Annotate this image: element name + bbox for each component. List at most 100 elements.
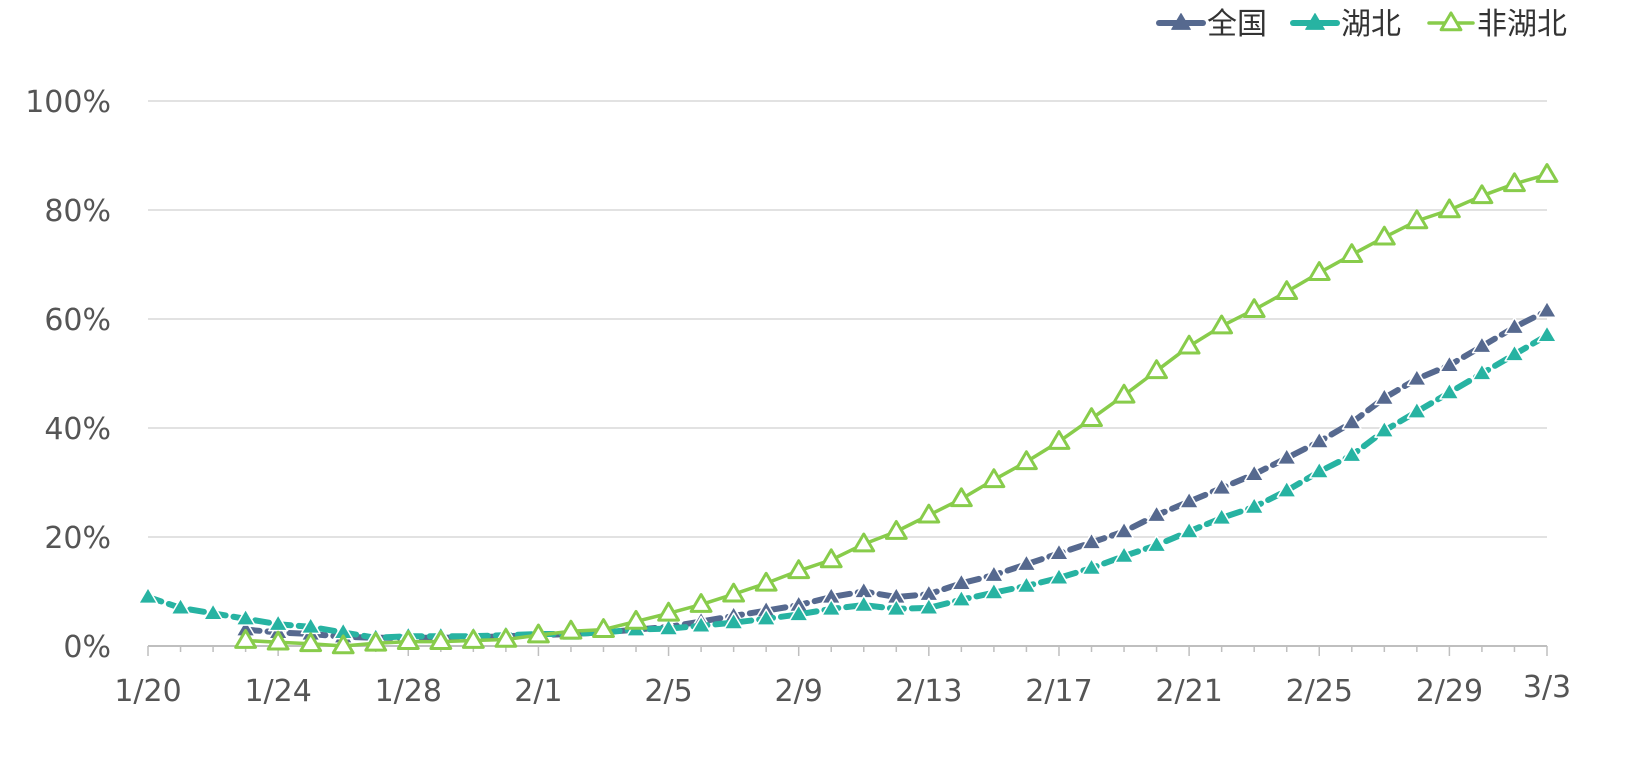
- data-point-non-hubei-2-2: [559, 619, 583, 640]
- data-point-hubei-2-10: [821, 598, 842, 617]
- data-point-hubei-2-17: [1048, 567, 1070, 586]
- data-point-national-2-20: [1146, 504, 1167, 523]
- y-tick-label: 0%: [63, 630, 111, 665]
- data-point-non-hubei-2-21: [1177, 334, 1201, 355]
- legend-label: 全国: [1207, 7, 1267, 42]
- x-tick-label: 1/20: [114, 674, 181, 709]
- data-point-non-hubei-2-8: [754, 571, 778, 592]
- axis-layer: 0% 20% 40% 60% 80% 100% 1/20 1/24 1/28 2/1 2/5 2/9 2…: [25, 85, 1571, 709]
- data-point-non-hubei-1-28: [396, 630, 420, 650]
- x-tick-label: 2/5: [644, 674, 692, 709]
- legend-swatch-marker: [1171, 13, 1191, 30]
- x-tick-label: 1/28: [375, 674, 442, 709]
- data-point-non-hubei-2-14: [949, 487, 973, 508]
- data-point-non-hubei-2-7: [722, 582, 746, 603]
- data-point-non-hubei-2-5: [657, 601, 680, 622]
- data-point-national-2-19: [1113, 521, 1135, 539]
- data-point-non-hubei-3-2: [1503, 172, 1526, 193]
- data-point-non-hubei-2-27: [1372, 225, 1396, 246]
- data-point-hubei-1-23: [235, 608, 256, 626]
- data-point-non-hubei-1-23: [234, 629, 258, 649]
- data-point-national-2-22: [1211, 477, 1232, 496]
- data-point-non-hubei-2-18: [1080, 407, 1103, 428]
- data-point-hubei-1-22: [202, 603, 224, 621]
- data-point-hubei-1-21: [170, 597, 191, 616]
- data-point-hubei-2-5: [658, 618, 679, 636]
- data-point-hubei-2-13: [918, 597, 939, 616]
- series-national: [235, 300, 1558, 646]
- data-point-non-hubei-2-9: [787, 559, 811, 580]
- data-point-hubei-2-7: [723, 612, 744, 630]
- data-point-national-2-24: [1276, 447, 1297, 466]
- data-point-non-hubei-2-29: [1438, 198, 1461, 219]
- data-point-non-hubei-1-29: [429, 630, 453, 650]
- data-point-hubei-1-20: [137, 586, 159, 605]
- data-point-non-hubei-1-30: [461, 629, 485, 649]
- y-tick-label: 100%: [25, 85, 111, 120]
- data-point-non-hubei-2-4: [624, 609, 648, 630]
- data-point-non-hubei-2-28: [1405, 209, 1429, 230]
- data-point-hubei-2-18: [1081, 557, 1102, 576]
- data-point-national-2-21: [1179, 491, 1200, 509]
- x-tick-label: 2/9: [775, 674, 823, 709]
- data-point-non-hubei-2-13: [917, 503, 941, 524]
- data-point-non-hubei-2-15: [982, 468, 1006, 489]
- data-point-non-hubei-1-25: [299, 632, 323, 653]
- data-point-non-hubei-1-24: [266, 630, 290, 651]
- data-point-hubei-2-9: [788, 604, 809, 622]
- data-point-non-hubei-2-1: [527, 623, 550, 644]
- data-point-national-2-25: [1309, 431, 1330, 449]
- legend: 全国 湖北 非湖北: [1156, 7, 1567, 42]
- data-point-non-hubei-2-17: [1047, 430, 1071, 450]
- data-point-national-2-29: [1439, 355, 1460, 373]
- data-point-hubei-3-2: [1504, 344, 1525, 362]
- data-point-hubei-1-24: [268, 613, 289, 632]
- data-point-hubei-2-19: [1113, 545, 1135, 564]
- data-point-non-hubei-2-10: [819, 548, 843, 569]
- data-point-non-hubei-2-24: [1275, 280, 1299, 301]
- data-point-hubei-2-16: [1016, 575, 1037, 594]
- data-point-national-2-28: [1406, 368, 1427, 387]
- data-point-national-2-17: [1048, 543, 1070, 561]
- data-point-non-hubei-2-11: [852, 532, 876, 553]
- data-point-hubei-3-1: [1471, 363, 1493, 381]
- data-point-hubei-2-28: [1406, 401, 1427, 419]
- series-non-hubei: [234, 163, 1559, 655]
- data-point-hubei-2-14: [951, 589, 972, 607]
- data-point-non-hubei-2-20: [1145, 359, 1168, 380]
- legend-label: 非湖北: [1477, 7, 1567, 42]
- x-tick-label: 1/24: [244, 674, 311, 709]
- data-point-hubei-2-27: [1374, 420, 1395, 438]
- data-point-non-hubei-2-23: [1242, 298, 1266, 319]
- y-tick-label: 60%: [44, 303, 111, 338]
- data-point-non-hubei-2-3: [592, 618, 615, 638]
- x-tick-label: 2/17: [1025, 674, 1092, 709]
- series-layer: [137, 163, 1559, 655]
- data-point-national-2-18: [1081, 532, 1102, 550]
- y-tick-label: 20%: [44, 521, 111, 556]
- legend-swatch-marker: [1305, 13, 1325, 30]
- legend-swatch-marker: [1439, 11, 1463, 32]
- data-point-hubei-2-21: [1179, 521, 1200, 539]
- data-point-hubei-2-25: [1309, 461, 1330, 479]
- data-point-hubei-2-12: [886, 598, 907, 617]
- data-point-hubei-2-22: [1211, 507, 1232, 526]
- data-point-hubei-2-29: [1439, 382, 1460, 400]
- x-tick-label: 2/13: [895, 674, 962, 709]
- grid-layer: [148, 100, 1547, 538]
- data-point-national-3-1: [1471, 336, 1493, 354]
- legend-item-national: 全国: [1156, 7, 1267, 42]
- legend-item-non-hubei: 非湖北: [1427, 7, 1567, 42]
- data-point-national-3-3: [1536, 300, 1558, 319]
- x-tick-label: 2/25: [1286, 674, 1353, 709]
- data-point-national-2-26: [1341, 412, 1362, 430]
- data-point-non-hubei-3-1: [1470, 184, 1494, 205]
- data-point-non-hubei-2-26: [1340, 243, 1364, 263]
- data-point-hubei-2-24: [1276, 480, 1297, 498]
- data-point-national-3-2: [1504, 316, 1525, 335]
- data-point-non-hubei-1-31: [494, 627, 518, 648]
- data-point-hubei-2-26: [1341, 445, 1362, 463]
- data-point-non-hubei-1-26: [331, 634, 355, 655]
